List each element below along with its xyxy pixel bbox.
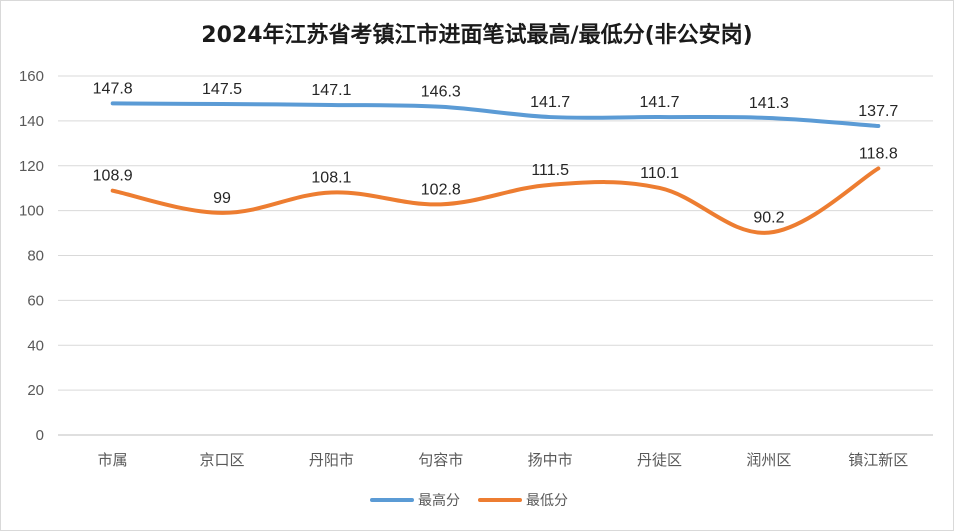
legend-item: 最低分: [478, 493, 568, 509]
data-label: 118.8: [859, 145, 898, 162]
series-min: 108.9 99 108.1 102.8 111.5 110.1 90.2 118.8: [93, 145, 898, 235]
x-tick-label: 润州区: [746, 451, 791, 469]
x-tick-label: 句容市: [418, 451, 463, 469]
chart-title: 2024年江苏省考镇江市进面笔试最高/最低分(非公安岗): [201, 22, 752, 48]
data-label: 111.5: [531, 162, 569, 179]
x-tick-label: 扬中市: [528, 451, 573, 469]
x-axis-ticks: 市属 京口区 丹阳市 句容市 扬中市 丹徒区 润州区 镇江新区: [98, 451, 909, 469]
x-tick-label: 京口区: [200, 451, 245, 469]
y-tick-label: 60: [27, 292, 44, 309]
series-max: 147.8 147.5 147.1 146.3 141.7 141.7 141.3 137.7: [93, 80, 898, 129]
data-label: 108.9: [93, 168, 133, 185]
data-label: 141.7: [640, 94, 680, 111]
y-tick-label: 20: [27, 382, 44, 399]
data-label: 146.3: [421, 84, 461, 101]
y-tick-label: 80: [27, 248, 44, 265]
legend-label: 最高分: [418, 492, 460, 509]
legend: 最高分 最低分: [370, 492, 568, 509]
x-tick-label: 丹阳市: [309, 451, 354, 469]
y-tick-label: 0: [36, 427, 44, 444]
y-tick-label: 160: [19, 68, 44, 85]
legend-item: 最高分: [370, 492, 460, 509]
y-axis-ticks: 0 20 40 60 80 100 120 140 160: [19, 68, 44, 444]
series-line: [110, 166, 881, 235]
x-tick-label: 丹徒区: [637, 451, 682, 469]
y-tick-label: 40: [27, 337, 44, 354]
data-label: 102.8: [421, 181, 461, 198]
data-label: 147.8: [93, 80, 133, 97]
data-label: 99: [213, 190, 231, 207]
series-line: [110, 101, 881, 129]
y-tick-label: 100: [19, 203, 44, 220]
y-tick-label: 140: [19, 113, 44, 130]
data-label: 141.7: [530, 94, 570, 111]
data-label: 147.1: [311, 82, 351, 99]
data-label: 147.5: [202, 81, 242, 98]
data-label: 90.2: [753, 210, 784, 227]
x-tick-label: 镇江新区: [848, 451, 908, 469]
x-tick-label: 市属: [98, 451, 128, 469]
gridlines: [58, 75, 933, 436]
series-group: 147.8 147.5 147.1 146.3 141.7 141.7 141.3 137.7…: [93, 80, 898, 235]
data-label: 141.3: [749, 95, 789, 112]
legend-label: 最低分: [526, 493, 568, 509]
y-tick-label: 120: [19, 158, 44, 175]
data-label: 110.1: [640, 165, 679, 182]
data-label: 108.1: [311, 169, 351, 186]
data-label: 137.7: [858, 103, 898, 120]
